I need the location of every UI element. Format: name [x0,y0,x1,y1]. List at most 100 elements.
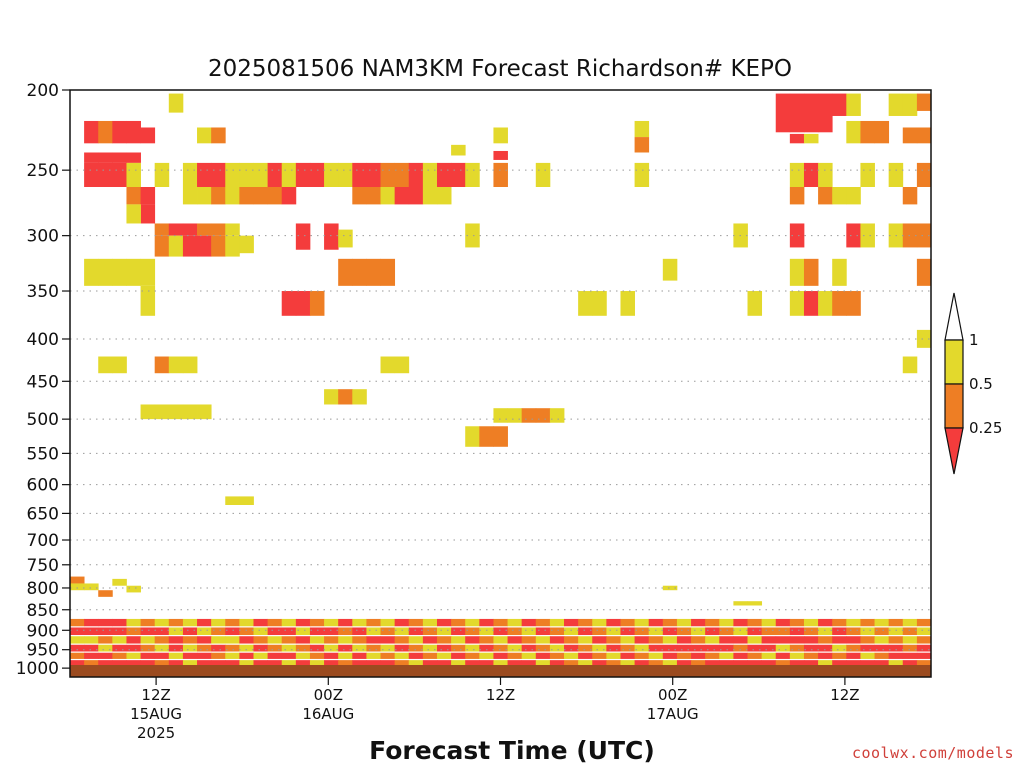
ri-cell [281,652,297,659]
ri-cell [225,660,240,666]
ri-cell [168,93,184,113]
ri-cell [592,636,607,644]
ri-cell [846,187,861,205]
ri-cell [874,120,890,144]
ri-cell [846,93,861,116]
ri-cell [846,223,861,248]
ri-cell [578,660,593,666]
ri-cell [126,618,141,627]
ri-cell [140,652,156,659]
ri-cell [888,93,904,116]
ri-cell [168,356,184,374]
y-tick-label: 400 [27,330,59,350]
ri-cell [846,644,861,652]
ri-cell [564,660,579,666]
ri-cell [888,636,904,644]
ri-cell [803,627,819,636]
ri-cell [239,187,254,205]
ri-cell [154,644,170,652]
ri-cell [719,618,734,627]
ri-cell [84,644,99,652]
ri-cell [535,618,551,627]
ri-cell [902,660,918,666]
ri-cell [140,204,156,224]
ri-cell [719,636,734,644]
site-credit: coolwx.com/models [851,744,1014,762]
ri-cell [832,660,847,666]
ri-cell [818,636,833,644]
ri-cell [493,627,508,636]
ri-cell [676,644,692,652]
ri-cell [846,652,861,659]
ri-cell [211,618,226,627]
ri-cell [98,590,113,597]
ri-cell [239,235,254,254]
ri-cell [140,627,156,636]
ri-cell [140,285,156,316]
ri-cell [211,235,226,257]
ri-cell [578,644,593,652]
ri-cell [436,652,452,659]
ri-cell [309,618,325,627]
ri-cell [84,627,99,636]
ri-cell [182,404,198,420]
ri-cell [352,627,367,636]
ri-cell [197,627,212,636]
ri-cell [154,162,170,187]
ri-cell [154,618,170,627]
ri-cell [902,652,918,659]
ri-cell [197,404,212,420]
ri-cell [662,585,678,591]
ri-cell [380,258,396,286]
ri-cell [493,150,508,160]
legend-level-label: 0.5 [969,375,993,393]
y-tick-label: 550 [27,444,59,464]
ri-cell [803,291,819,316]
ri-cell [267,618,283,627]
ri-cell [465,618,480,627]
ri-cell [394,627,410,636]
ri-cell [84,660,99,666]
legend-red-triangle [944,427,964,475]
ri-cell [98,162,113,187]
ri-cell [70,618,85,627]
ri-cell [394,636,410,644]
ri-cell [507,408,523,423]
ri-cell [239,636,254,644]
ri-cell [253,162,268,187]
ri-cell [832,652,847,659]
ri-cell [168,636,184,644]
ri-cell [380,187,396,205]
ri-cell [324,618,339,627]
ri-cell [126,652,141,659]
y-tick-label: 600 [27,476,59,496]
y-tick-label: 700 [27,531,59,551]
ri-cell [436,636,452,644]
ri-cell [112,152,127,163]
ri-cell [451,660,466,666]
ri-cell [98,636,113,644]
ri-cell [281,291,297,316]
ri-cell [606,660,621,666]
ri-cell [126,644,141,652]
ri-cell [253,627,268,636]
ri-cell [451,636,466,644]
ri-cell [366,644,381,652]
ri-cell [479,652,494,659]
ri-cell [818,618,833,627]
ri-cell [620,291,635,316]
x-tick-date: 16AUG [302,705,354,723]
ri-cell [394,356,410,374]
ri-cell [620,636,635,644]
ri-cell [747,627,763,636]
ri-cell [902,223,918,248]
ri-cell [451,618,466,627]
ri-cell [902,356,918,374]
ri-cell [846,627,861,636]
ri-cell [634,162,650,187]
ri-cell [549,408,565,423]
ri-cell [916,93,932,111]
ri-cell [662,652,678,659]
ri-cell [860,162,875,187]
ri-cell [493,408,508,423]
